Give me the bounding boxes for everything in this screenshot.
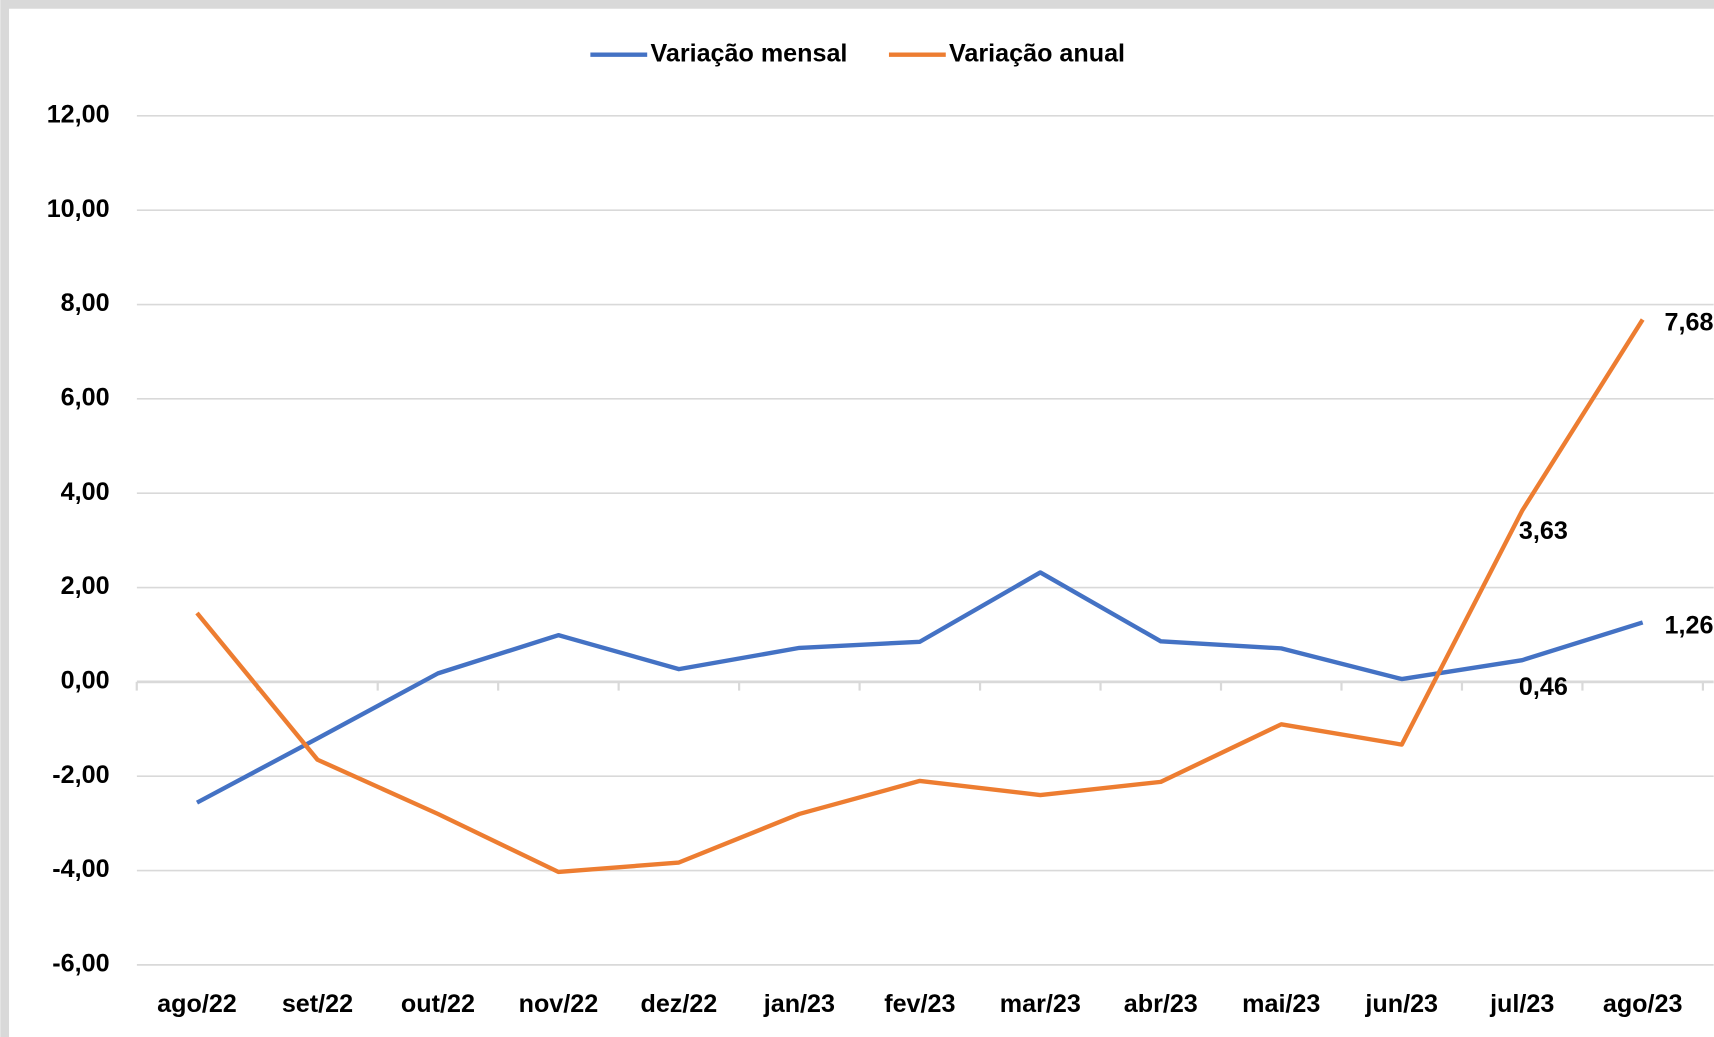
x-tick-label: jun/23 [1364,990,1438,1018]
legend-label: Variação anual [949,39,1125,67]
x-tick-label: jan/23 [763,990,835,1018]
data-label: 1,26 [1665,611,1714,639]
series-line [195,318,1645,875]
y-tick-label: 10,00 [47,195,110,223]
data-label: 7,68 [1665,309,1714,337]
data-label: 0,46 [1519,673,1568,701]
y-tick-label: 4,00 [61,478,110,506]
y-tick-label: -4,00 [52,855,109,883]
y-tick-label: 2,00 [61,572,110,600]
x-tick-label: mai/23 [1242,990,1320,1018]
y-tick-label: 8,00 [61,289,110,317]
x-tick-label: abr/23 [1124,990,1198,1018]
y-tick-label: 6,00 [61,383,110,411]
data-label: 3,63 [1519,517,1568,545]
y-tick-label: 0,00 [61,667,110,695]
x-tick-label: nov/22 [519,990,599,1018]
x-tick-label: ago/23 [1603,990,1683,1018]
x-tick-label: mar/23 [1000,990,1081,1018]
x-tick-label: ago/22 [157,990,237,1018]
x-tick-label: jul/23 [1489,990,1554,1018]
legend-label: Variação mensal [650,39,847,67]
x-tick-label: out/22 [401,990,475,1018]
y-tick-label: -6,00 [52,950,109,978]
x-tick-label: fev/23 [884,990,955,1018]
series-line [195,570,1644,805]
y-tick-label: -2,00 [52,761,109,789]
y-tick-label: 12,00 [47,100,110,128]
x-tick-label: set/22 [282,990,353,1018]
x-tick-label: dez/22 [640,990,717,1018]
